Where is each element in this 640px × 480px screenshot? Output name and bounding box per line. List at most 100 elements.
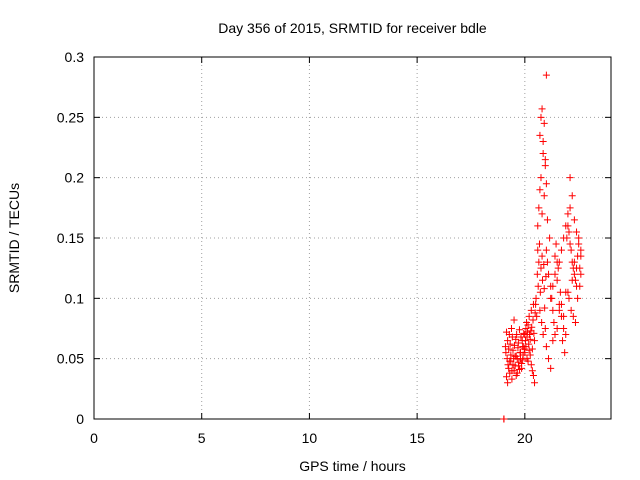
data-point <box>543 258 551 266</box>
data-point <box>561 349 569 357</box>
data-point <box>538 210 546 218</box>
y-axis-title: SRMTID / TECUs <box>6 183 22 293</box>
data-point <box>549 306 557 314</box>
data-point <box>526 331 534 339</box>
data-point <box>531 337 539 345</box>
data-point <box>570 216 578 224</box>
data-point <box>554 264 562 272</box>
data-point <box>515 366 523 374</box>
data-point <box>535 258 543 266</box>
data-point <box>506 369 514 377</box>
data-point <box>542 343 550 351</box>
x-tick-label: 15 <box>409 430 425 446</box>
data-point <box>557 246 565 254</box>
x-tick-label: 0 <box>90 430 98 446</box>
data-point <box>534 282 542 290</box>
data-point <box>525 312 533 320</box>
data-point <box>567 306 575 314</box>
data-point <box>555 306 563 314</box>
data-point <box>538 252 546 260</box>
data-point <box>546 234 554 242</box>
data-point <box>533 270 541 278</box>
data-point <box>553 325 561 332</box>
data-point <box>521 337 529 345</box>
data-point <box>524 321 532 329</box>
data-point <box>504 337 512 345</box>
data-point <box>553 276 561 284</box>
data-point <box>541 156 549 164</box>
data-point <box>575 234 583 242</box>
data-point <box>536 306 544 314</box>
data-point <box>505 345 513 353</box>
data-point <box>568 192 576 200</box>
y-tick-label: 0 <box>76 411 84 427</box>
data-point <box>568 276 576 284</box>
data-point <box>541 325 549 332</box>
data-point <box>549 282 557 290</box>
data-point <box>536 186 544 194</box>
data-point <box>503 373 511 381</box>
data-point <box>510 367 518 375</box>
data-point <box>512 372 520 380</box>
data-point <box>567 246 575 254</box>
data-point <box>534 246 542 254</box>
data-point <box>524 357 532 365</box>
data-point <box>540 192 548 200</box>
data-point <box>560 234 568 242</box>
data-point <box>526 351 534 359</box>
data-point <box>505 364 513 372</box>
x-tick-label: 5 <box>198 430 206 446</box>
data-point <box>531 309 539 317</box>
axis-ticks: 0 0.05 0.1 0.15 0.2 0.25 0.3 0 5 10 15 20 <box>57 49 611 446</box>
data-point <box>560 312 568 320</box>
data-point <box>539 150 547 158</box>
data-point <box>547 364 555 372</box>
data-point <box>507 351 515 359</box>
data-point <box>545 270 553 278</box>
data-point <box>535 204 543 212</box>
data-point <box>530 329 538 337</box>
data-point <box>522 343 530 351</box>
y-tick-label: 0.2 <box>65 170 85 186</box>
data-point <box>577 252 585 260</box>
data-point <box>537 264 545 272</box>
data-point <box>542 180 550 188</box>
data-point <box>509 361 517 369</box>
data-point <box>519 356 527 364</box>
data-point <box>534 222 542 230</box>
data-point <box>540 119 548 127</box>
data-point <box>540 285 548 293</box>
data-point <box>525 346 533 354</box>
data-point <box>533 312 541 320</box>
data-point <box>513 355 521 363</box>
data-point <box>541 304 549 312</box>
data-points <box>500 71 585 423</box>
data-point <box>565 294 573 302</box>
data-point <box>573 264 581 272</box>
data-point <box>512 335 520 343</box>
data-point <box>528 323 536 331</box>
data-point <box>549 337 557 345</box>
y-tick-label: 0.1 <box>65 290 85 306</box>
data-point <box>531 379 539 387</box>
data-point <box>574 294 582 302</box>
data-point <box>551 331 559 339</box>
data-point <box>543 216 551 224</box>
data-point <box>566 240 574 248</box>
data-point <box>551 270 559 278</box>
data-point <box>520 329 528 337</box>
data-point <box>513 331 521 339</box>
data-point <box>575 240 583 248</box>
data-point <box>532 294 540 302</box>
data-point <box>521 349 529 357</box>
data-point <box>526 335 534 343</box>
data-point <box>517 333 525 341</box>
data-point <box>506 340 514 348</box>
data-point <box>508 375 516 383</box>
data-point <box>515 326 523 334</box>
data-point <box>538 105 546 113</box>
data-point <box>532 300 540 308</box>
data-point <box>570 258 578 266</box>
data-point <box>541 162 549 170</box>
